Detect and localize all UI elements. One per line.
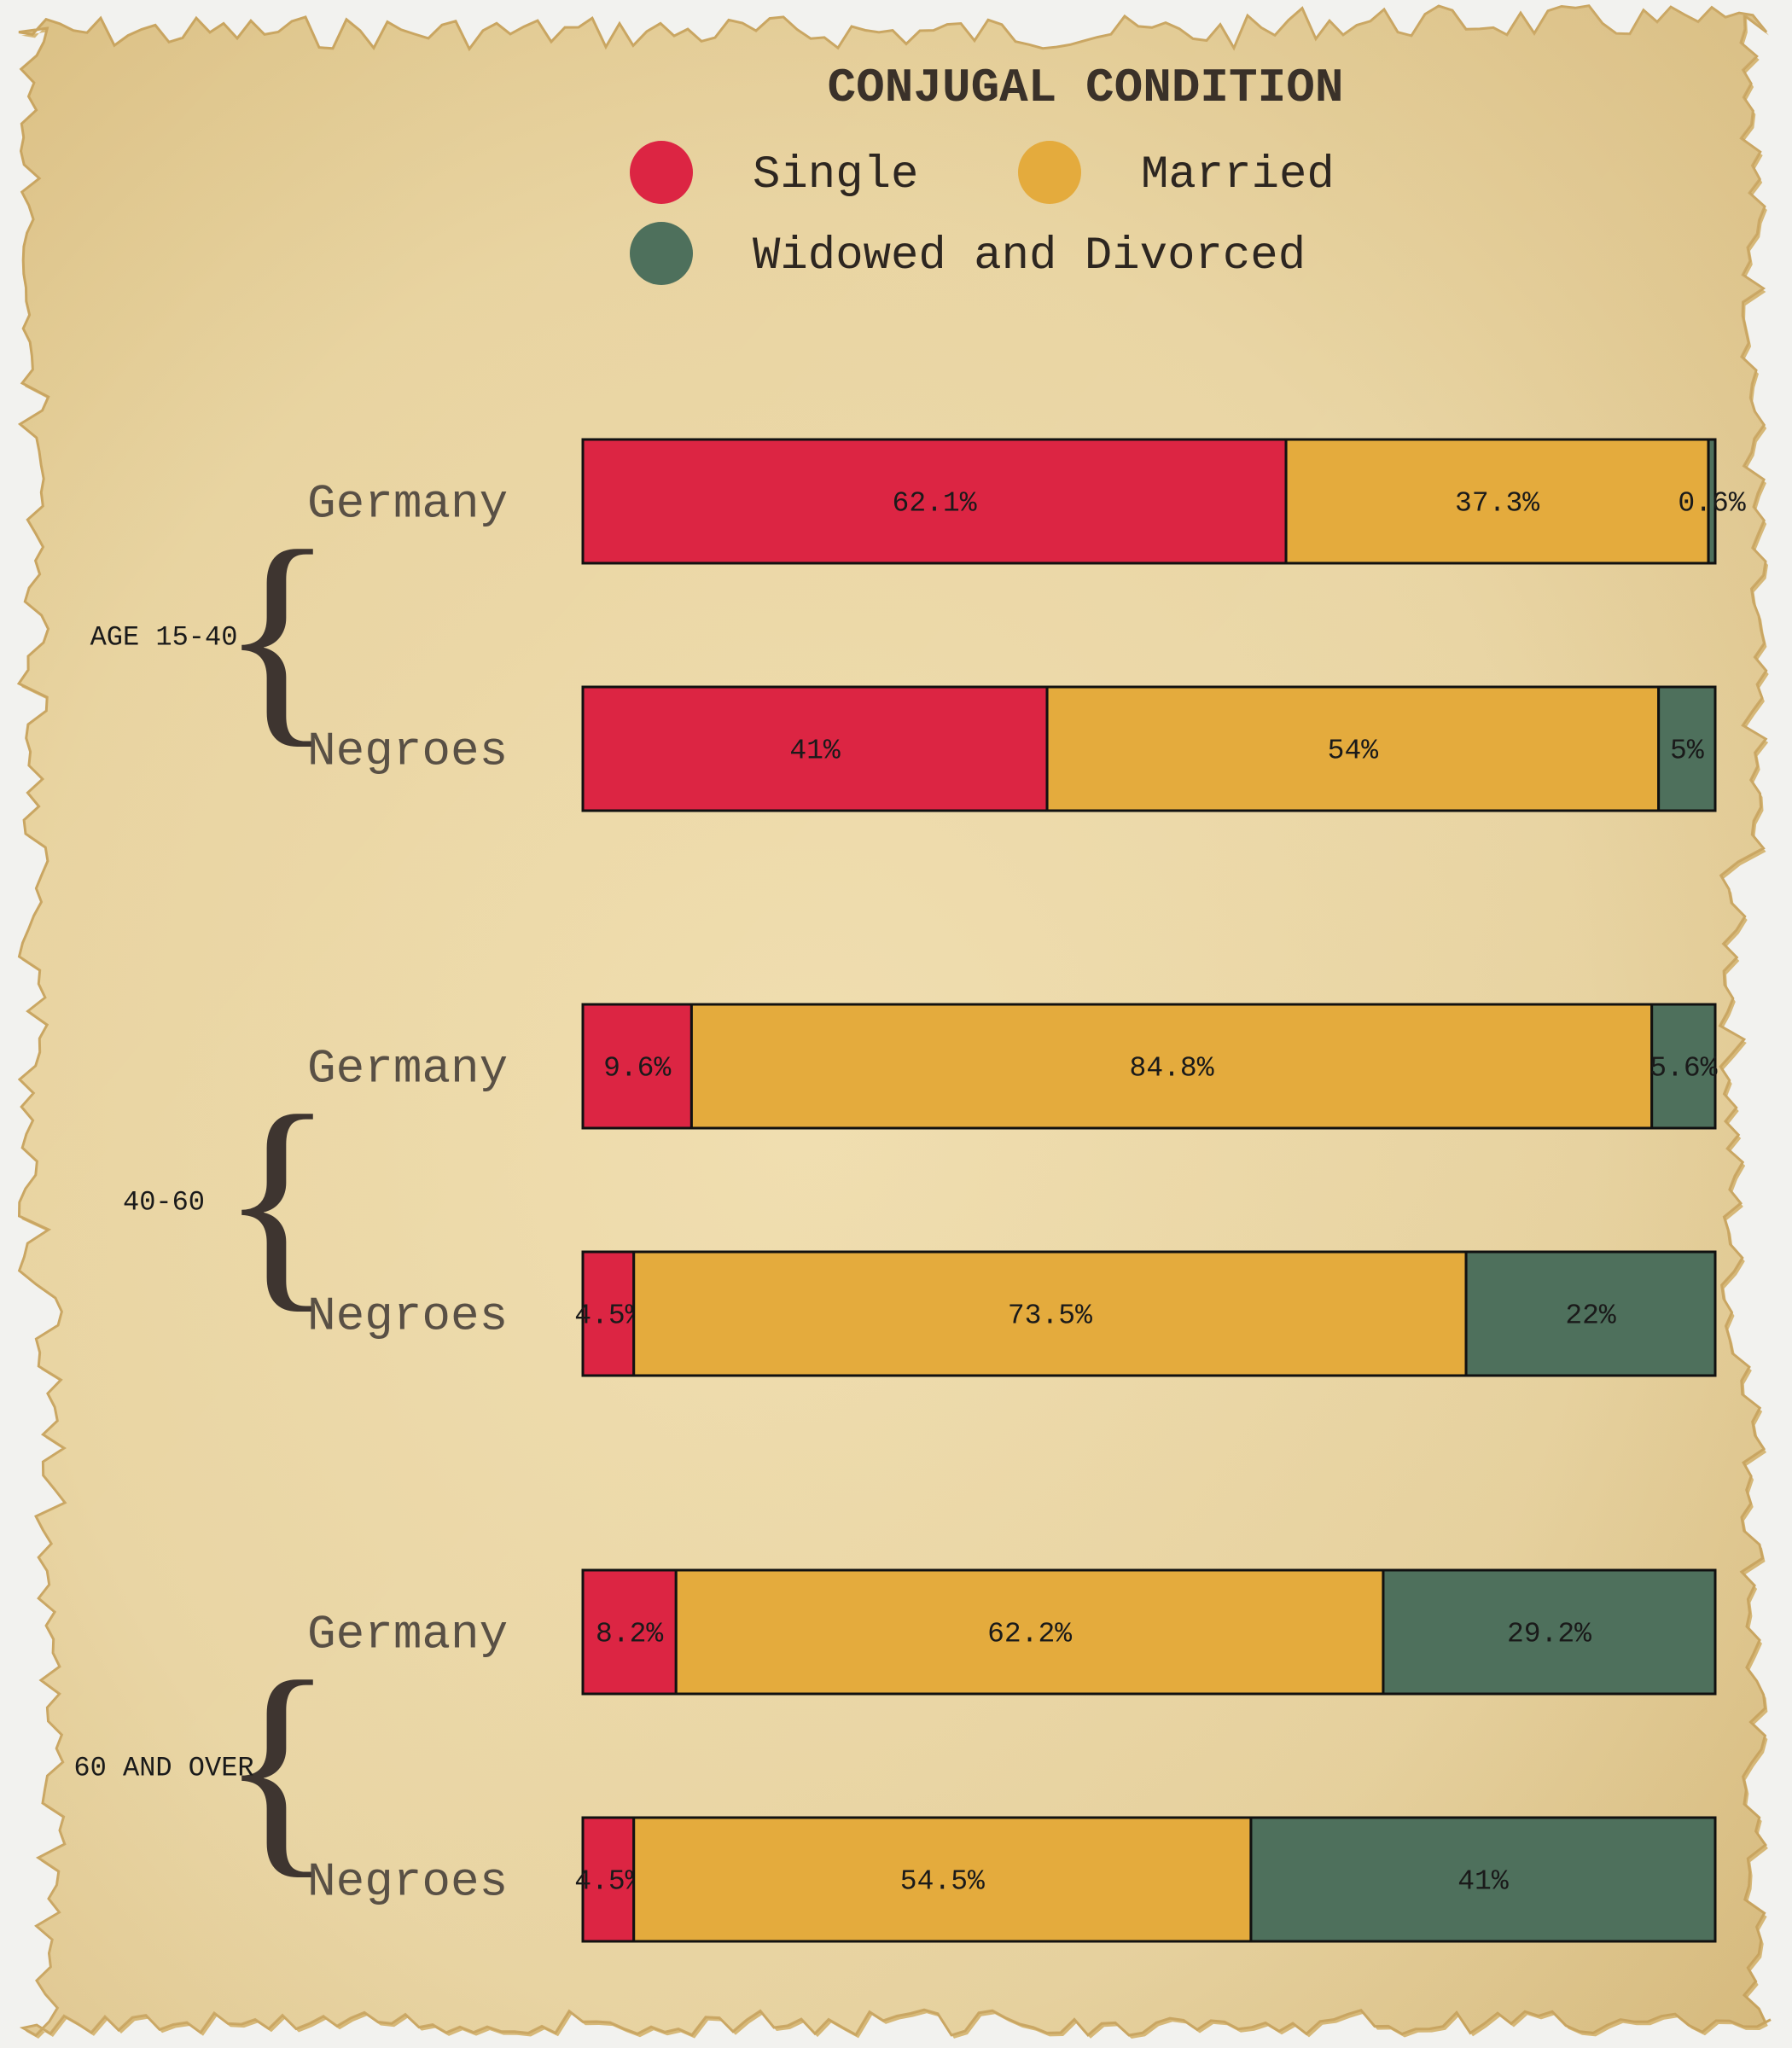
legend-label: Married: [1141, 149, 1335, 201]
data-label: 9.6%: [603, 1053, 671, 1085]
data-label: 22%: [1565, 1300, 1616, 1332]
data-label: 62.2%: [987, 1619, 1072, 1650]
group-label: 40-60: [123, 1187, 205, 1219]
legend-item-widowed-and-divorced: Widowed and Divorced: [630, 222, 1306, 285]
bar-row: Germany 8.2% 62.2% 29.2%: [307, 1568, 1717, 1696]
group-brace: {: [220, 502, 335, 767]
bar-row: Negroes 41% 54% 5%: [307, 685, 1717, 812]
category-label: Negroes: [307, 724, 508, 779]
data-label: 73.5%: [1008, 1300, 1092, 1332]
data-label: 41%: [1457, 1866, 1509, 1898]
bar-segment-single: [581, 438, 1288, 565]
bar-row: Negroes 4.5% 54.5% 41%: [307, 1816, 1717, 1943]
data-label: 5%: [1670, 736, 1704, 767]
data-label: 84.8%: [1130, 1053, 1214, 1085]
group-brace: {: [220, 1067, 335, 1332]
legend-swatch: [630, 222, 693, 285]
bar-segment-widowed-and-divorced: [1650, 1003, 1717, 1130]
bar-segment-widowed-and-divorced: [1657, 685, 1717, 812]
group-label: 60 AND OVER: [73, 1753, 253, 1784]
data-label: 8.2%: [596, 1619, 663, 1650]
category-label: Germany: [307, 1608, 508, 1662]
category-label: Negroes: [307, 1855, 508, 1910]
bar-segment-widowed-and-divorced: [1249, 1816, 1717, 1943]
bar-segment-single: [581, 685, 1049, 812]
data-label: 62.1%: [893, 488, 977, 520]
data-label: 54.5%: [900, 1866, 985, 1898]
chart-title: CONJUGAL CONDITION: [828, 61, 1344, 115]
legend-swatch: [1018, 141, 1081, 204]
bar-row: Germany 62.1% 37.3% 0.6%: [307, 438, 1746, 565]
legend-label: Widowed and Divorced: [753, 230, 1306, 282]
bar-group-2: {40-60 Germany 9.6% 84.8% 5.6% Negroes 4.5% 73.…: [123, 1003, 1718, 1377]
bar-segment-married: [1045, 685, 1661, 812]
bar-segment-widowed-and-divorced: [1382, 1568, 1717, 1696]
data-label: 5.6%: [1649, 1053, 1717, 1085]
bar-group-3: {60 AND OVER Germany 8.2% 62.2% 29.2% Negroes…: [73, 1568, 1717, 1943]
bar-segment-married: [674, 1568, 1385, 1696]
legend-item-married: Married: [1018, 141, 1335, 204]
category-label: Germany: [307, 477, 508, 532]
data-label: 29.2%: [1507, 1619, 1591, 1650]
data-label: 4.5%: [574, 1300, 642, 1332]
bar-segment-widowed-and-divorced: [1464, 1250, 1717, 1377]
legend-label: Single: [753, 149, 918, 201]
legend: Single Married Widowed and Divorced: [630, 141, 1335, 285]
group-label: AGE 15-40: [90, 622, 238, 654]
data-label: 54%: [1328, 736, 1379, 767]
bar-segment-married: [689, 1003, 1654, 1130]
data-label: 0.6%: [1678, 488, 1745, 520]
bar-segment-widowed-and-divorced: [1707, 438, 1717, 565]
category-label: Negroes: [307, 1289, 508, 1344]
category-label: Germany: [307, 1042, 508, 1097]
bar-row: Germany 9.6% 84.8% 5.6%: [307, 1003, 1718, 1130]
group-brace: {: [220, 1632, 335, 1898]
data-label: 41%: [789, 736, 841, 767]
data-label: 4.5%: [574, 1866, 642, 1898]
bar-segment-married: [1284, 438, 1710, 565]
bar-group-1: {AGE 15-40 Germany 62.1% 37.3% 0.6% Negroes 41…: [90, 438, 1746, 812]
bar-segment-single: [581, 1003, 693, 1130]
bar-segment-married: [632, 1250, 1468, 1377]
data-label: 37.3%: [1455, 488, 1539, 520]
legend-swatch: [630, 141, 693, 204]
legend-item-single: Single: [630, 141, 918, 204]
bar-row: Negroes 4.5% 73.5% 22%: [307, 1250, 1717, 1377]
